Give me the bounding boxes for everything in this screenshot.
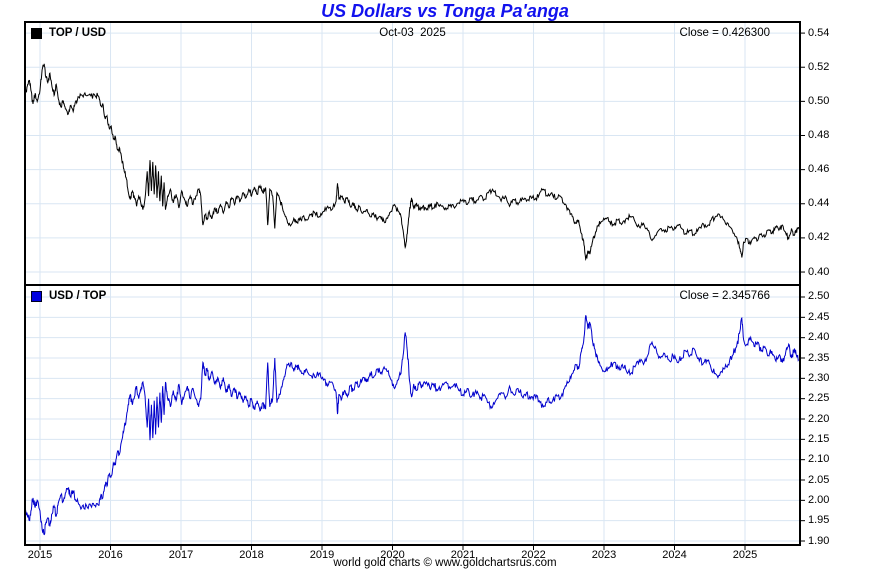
y-axis-tick-label: 0.48 — [808, 128, 830, 141]
y-axis-tick-label: 2.50 — [808, 290, 830, 303]
y-axis-tick-label: 2.15 — [808, 432, 830, 445]
y-axis-tick-label: 0.42 — [808, 231, 830, 244]
x-axis-tick-label: 2021 — [450, 549, 476, 561]
usd-top-legend-swatch — [31, 290, 42, 302]
y-axis-tick-label: 2.25 — [808, 392, 830, 405]
top-usd-legend-label: TOP / USD — [49, 26, 107, 39]
y-axis-tick-label: 0.54 — [808, 26, 830, 39]
y-axis-tick-label: 2.45 — [808, 310, 830, 323]
x-axis-tick-label: 2016 — [98, 549, 123, 561]
y-axis-tick-label: 1.95 — [808, 514, 830, 527]
x-axis-tick-label: 2019 — [309, 549, 335, 561]
page-title: US Dollars vs Tonga Pa'anga — [321, 1, 569, 21]
x-axis-tick-label: 2015 — [27, 549, 53, 561]
y-axis-tick-label: 0.50 — [808, 94, 830, 107]
y-axis-tick-label: 0.40 — [808, 265, 830, 278]
y-axis-tick-label: 0.52 — [808, 60, 830, 73]
y-axis-tick-label: 2.05 — [808, 473, 830, 486]
y-axis-tick-label: 0.44 — [808, 197, 830, 210]
last-date-label: Oct-03 2025 — [379, 27, 446, 39]
x-axis-tick-label: 2023 — [591, 549, 617, 561]
x-axis-tick-label: 2017 — [168, 549, 194, 561]
y-axis-tick-label: 2.20 — [808, 412, 830, 425]
legend-usd-top: USD / TOP — [31, 290, 106, 302]
x-axis-tick-label: 2025 — [732, 549, 758, 561]
copyright-footer: world gold charts © www.goldchartsrus.co… — [333, 557, 557, 569]
legend-top-usd: TOP / USD — [31, 27, 106, 39]
x-axis-tick-label: 2022 — [521, 549, 546, 561]
top-panel-close-value: Close = 0.426300 — [679, 27, 770, 39]
y-axis-tick-label: 2.30 — [808, 371, 830, 384]
y-axis-tick-label: 2.40 — [808, 331, 830, 344]
x-axis-tick-label: 2024 — [662, 549, 687, 561]
y-axis-tick-label: 2.35 — [808, 351, 830, 364]
y-axis-tick-label: 2.00 — [808, 493, 830, 506]
bottom-panel-close-value: Close = 2.345766 — [679, 290, 770, 302]
y-axis-tick-label: 0.46 — [808, 163, 830, 176]
top-usd-legend-swatch — [31, 27, 42, 39]
y-axis-tick-label: 2.10 — [808, 453, 830, 466]
usd-top-legend-label: USD / TOP — [49, 289, 107, 302]
x-axis-tick-label: 2018 — [239, 549, 264, 561]
y-axis-tick-label: 1.90 — [808, 534, 830, 547]
x-axis-tick-label: 2020 — [380, 549, 405, 561]
